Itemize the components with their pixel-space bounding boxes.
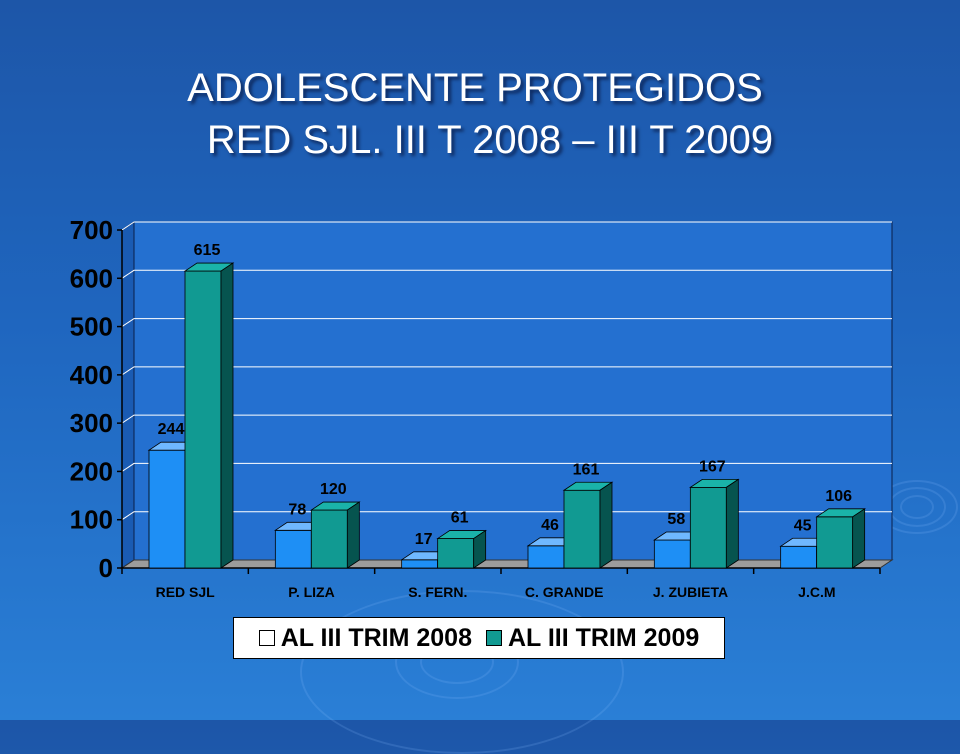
data-label: 167 [699,458,726,475]
x-tick-label: P. LIZA [288,584,334,600]
slide-title: ADOLESCENTE PROTEGIDOS RED SJL. III T 20… [0,62,960,166]
bar-2009-side [346,501,360,569]
x-tick-label: C. GRANDE [525,584,604,600]
x-tick-label: RED SJL [156,584,216,600]
title-line-1: ADOLESCENTE PROTEGIDOS [187,66,763,110]
bar-2009 [437,538,475,569]
bar-2009-side [725,478,739,569]
y-tick-label: 700 [70,215,113,245]
data-label: 161 [573,461,600,478]
bar-2008 [274,529,312,569]
data-label: 106 [825,488,852,505]
gridline [121,221,892,231]
gridline [121,318,892,327]
y-tick-label: 300 [70,408,113,438]
legend-label-2008: AL III TRIM 2008 [280,623,472,652]
bar-2009-side [473,529,487,569]
bar-2009-side [852,508,866,569]
data-label: 46 [541,517,559,534]
data-label: 615 [194,242,221,259]
data-label: 17 [415,531,433,548]
bar-2009-side [599,481,613,569]
y-tick-label: 200 [70,456,113,486]
bar-2008 [401,559,439,569]
bar-2009-side [220,262,234,569]
legend-item-2008: AL III TRIM 2008 [258,623,472,653]
data-label: 244 [158,421,185,438]
data-label: 78 [288,501,306,518]
gridline [121,269,892,279]
bar-2008 [780,545,818,569]
bar-2008 [527,545,565,569]
chart-legend: AL III TRIM 2008 AL III TRIM 2009 [233,617,725,659]
legend-label-2009: AL III TRIM 2009 [508,623,700,652]
y-tick-label: 100 [70,505,113,535]
gridline [121,414,892,424]
legend-swatch-2008 [258,630,275,646]
x-tick-label: J. ZUBIETA [653,584,728,600]
bar-2009 [816,516,854,569]
data-label: 61 [451,510,469,527]
title-line-2: RED SJL. III T 2008 – III T 2009 [206,118,774,162]
bar-2008 [148,449,186,569]
plot-floor [120,559,894,569]
bar-2009 [184,270,222,569]
bar-2008 [653,539,691,569]
data-label: 45 [794,517,812,534]
bar-2009 [689,486,727,569]
legend-swatch-2009 [486,630,502,646]
x-tick-label: S. FERN. [408,584,467,600]
data-label: 120 [320,481,347,498]
bar-chart: 0 100 200 300 400 500 600 700 RED SJL 244 615 P. LI… [70,215,894,600]
gridline [121,511,892,521]
bar-2009 [310,509,348,569]
y-tick-label: 400 [70,360,113,390]
gridline [121,366,892,376]
plot-area [133,221,893,561]
x-tick-label: J.C.M [798,584,835,600]
y-tick-label: 0 [99,553,113,583]
y-tick-label: 500 [70,312,113,342]
y-tick-label: 600 [70,263,113,293]
legend-item-2009: AL III TRIM 2009 [486,624,699,653]
gridline [121,462,892,472]
bar-2009 [563,489,601,569]
data-label: 58 [667,511,685,528]
